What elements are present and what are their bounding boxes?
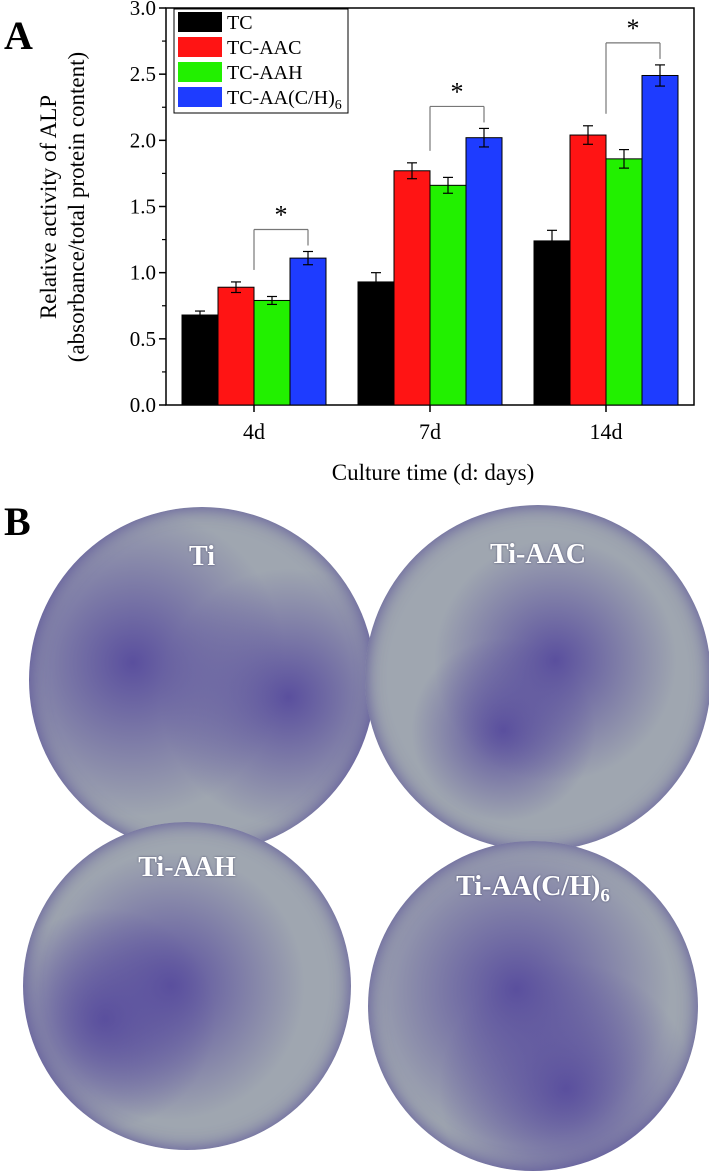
staining-plate: Ti-AAC (365, 505, 709, 851)
plate-disc (365, 505, 709, 851)
bar (533, 240, 571, 406)
plate-disc (29, 507, 375, 853)
x-tick-label: 7d (419, 419, 441, 444)
bar (289, 257, 327, 406)
significance-star: * (275, 200, 288, 229)
bar (569, 134, 607, 406)
legend-swatch (178, 62, 222, 82)
legend: TC TC-AAC TC-AAH TC-AA(C/H)6 (173, 8, 349, 114)
bar (253, 299, 291, 406)
bar (605, 158, 643, 406)
legend-label: TC-AAC (227, 37, 301, 59)
x-tick-label: 14d (590, 419, 623, 444)
significance-star: * (627, 14, 640, 43)
y-axis-label-line2: (absorbance/total protein content) (64, 52, 89, 362)
bar (393, 170, 431, 406)
bar (465, 137, 503, 406)
staining-plate: Ti-AA(C/H)6 (368, 841, 698, 1171)
plate-disc (368, 841, 698, 1171)
staining-plate: Ti-AAH (23, 822, 351, 1150)
plate-disc (23, 822, 351, 1150)
alp-bar-chart: 0.0 0.5 1.0 1.5 2.0 2.5 3.0 Relative activity o… (36, 0, 695, 485)
bar (181, 314, 219, 406)
y-tick-label: 0.5 (130, 327, 156, 351)
plate-label: Ti-AAC (490, 539, 586, 570)
y-tick-label: 2.0 (130, 128, 156, 152)
plate-label-subscript: 6 (600, 885, 610, 907)
panel-b-label: B (4, 499, 31, 544)
legend-label: TC-AA(C/H)6 (227, 87, 342, 113)
staining-plate: Ti (29, 507, 375, 853)
y-tick-label: 1.5 (130, 195, 156, 219)
legend-label: TC (227, 12, 253, 34)
bar (429, 184, 467, 406)
legend-swatch (178, 37, 222, 57)
bar (357, 281, 395, 406)
legend-label: TC-AAH (227, 62, 303, 84)
significance-star: * (451, 77, 464, 106)
y-tick-label: 2.5 (130, 62, 156, 86)
y-tick-label: 1.0 (130, 261, 156, 285)
plate-label: Ti-AAH (138, 852, 236, 883)
plate-label: Ti (189, 541, 215, 572)
panel-a-label: A (4, 13, 33, 58)
x-tick-label: 4d (243, 419, 265, 444)
bar (217, 286, 255, 406)
y-tick-label: 3.0 (130, 0, 156, 20)
plate-label: Ti-AA(C/H)6 (456, 871, 610, 907)
legend-swatch (178, 87, 222, 107)
bar (641, 74, 679, 406)
y-axis-label: Relative activity of ALP (36, 95, 61, 319)
y-tick-label: 0.0 (130, 393, 156, 417)
x-axis-label: Culture time (d: days) (332, 460, 535, 485)
legend-swatch (178, 12, 222, 32)
